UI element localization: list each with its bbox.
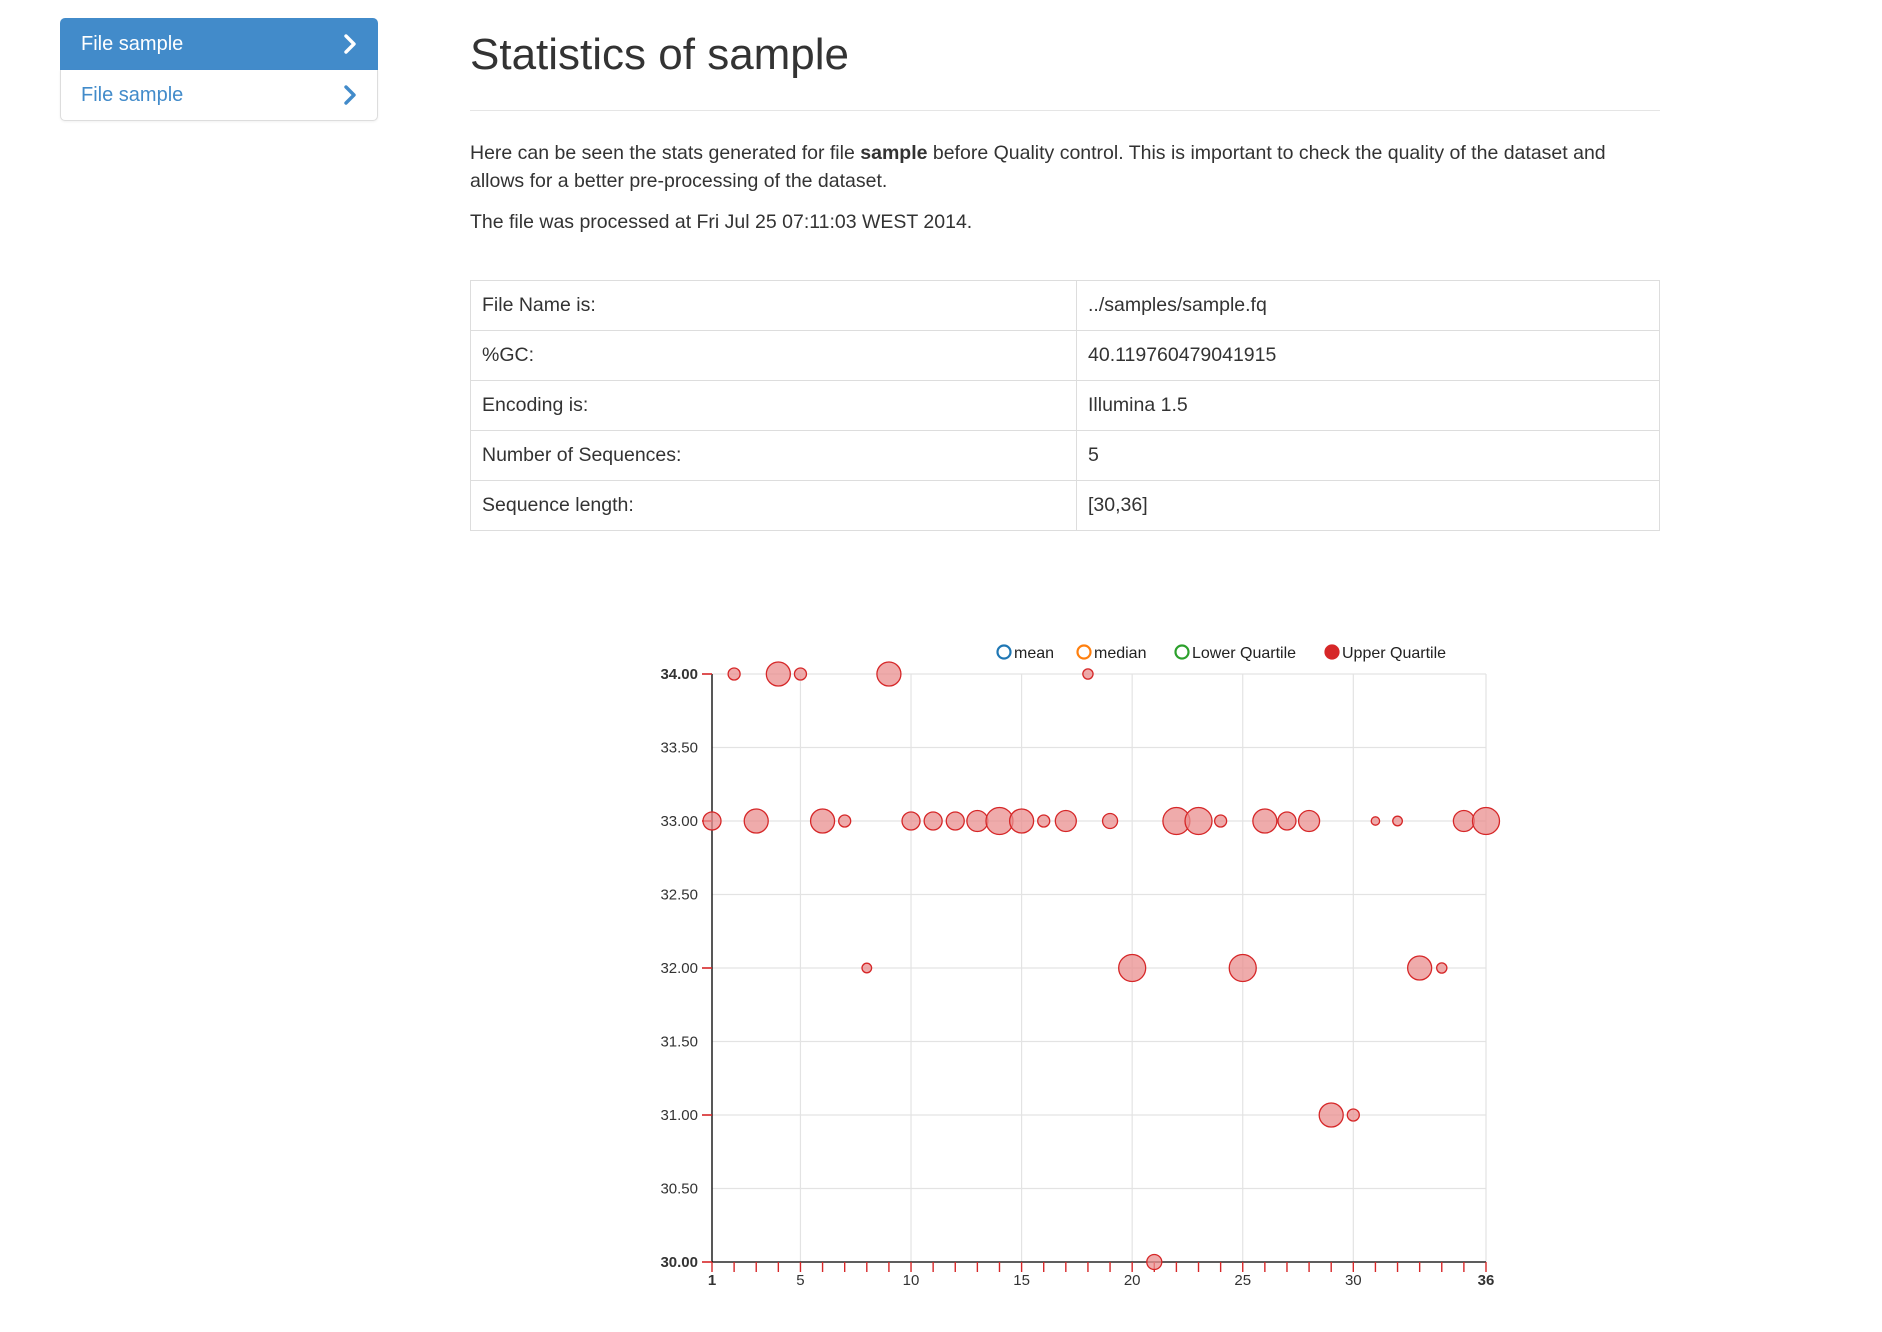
y-tick-label: 30.00 bbox=[660, 1254, 698, 1271]
data-point bbox=[793, 667, 808, 681]
y-tick-label: 32.50 bbox=[660, 887, 698, 904]
x-tick-label: 5 bbox=[796, 1272, 804, 1289]
x-tick-label: 20 bbox=[1124, 1272, 1141, 1289]
legend-label: Upper Quartile bbox=[1342, 645, 1446, 662]
data-point bbox=[1436, 962, 1448, 974]
data-point bbox=[765, 661, 791, 687]
y-tick-label: 32.00 bbox=[660, 960, 698, 977]
legend-label: mean bbox=[1014, 645, 1054, 662]
data-point bbox=[1297, 809, 1321, 833]
x-tick-label: 25 bbox=[1234, 1272, 1251, 1289]
y-tick-label: 31.00 bbox=[660, 1107, 698, 1124]
data-point bbox=[1037, 814, 1051, 828]
row-value: ../samples/sample.fq bbox=[1076, 280, 1660, 331]
sidebar-item-label: File sample bbox=[81, 32, 184, 55]
page-title: Statistics of sample bbox=[470, 30, 850, 79]
data-point bbox=[1184, 806, 1213, 836]
table-row: Encoding is: Illumina 1.5 bbox=[470, 380, 1660, 431]
row-label: Number of Sequences: bbox=[470, 430, 1077, 481]
chevron-right-icon bbox=[344, 85, 356, 105]
legend-marker bbox=[996, 644, 1012, 660]
intro-filename: sample bbox=[860, 142, 928, 164]
row-label: Sequence length: bbox=[470, 480, 1077, 531]
sidebar-item-file-sample[interactable]: File sample bbox=[60, 70, 378, 121]
table-row: Sequence length: [30,36] bbox=[470, 480, 1660, 531]
intro-text: Here can be seen the stats generated for… bbox=[470, 139, 1660, 195]
data-point bbox=[901, 811, 921, 831]
data-point bbox=[966, 809, 989, 833]
data-point bbox=[1392, 815, 1403, 827]
data-point bbox=[985, 806, 1014, 836]
processed-text: The file was processed at Fri Jul 25 07:… bbox=[470, 211, 973, 233]
y-tick-label: 31.50 bbox=[660, 1034, 698, 1051]
row-value: 40.119760479041915 bbox=[1076, 330, 1660, 381]
sidebar-item-file-sample-active[interactable]: File sample bbox=[60, 18, 378, 70]
sidebar: File sample File sample bbox=[60, 18, 378, 121]
data-point bbox=[1118, 953, 1147, 983]
data-point bbox=[1318, 1102, 1344, 1128]
data-point bbox=[923, 811, 943, 831]
y-tick-label: 33.00 bbox=[660, 813, 698, 830]
x-tick-label: 1 bbox=[708, 1272, 716, 1289]
page-header: Statistics of sample bbox=[470, 0, 1660, 111]
main-content: Statistics of sample Here can be seen th… bbox=[470, 0, 1660, 531]
intro-prefix: Here can be seen the stats generated for… bbox=[470, 142, 861, 164]
sidebar-item-label: File sample bbox=[81, 83, 184, 106]
legend-label: median bbox=[1094, 645, 1146, 662]
data-point bbox=[945, 811, 965, 831]
data-point bbox=[876, 661, 902, 687]
data-point bbox=[1407, 955, 1433, 981]
data-point bbox=[1101, 812, 1119, 830]
data-point bbox=[1213, 814, 1228, 828]
info-table: File Name is: ../samples/sample.fq %GC: … bbox=[470, 280, 1660, 531]
intro-suffix: before Quality control. This is importan… bbox=[470, 142, 1606, 192]
x-tick-label: 15 bbox=[1013, 1272, 1030, 1289]
legend-marker bbox=[1076, 644, 1092, 660]
data-point bbox=[743, 808, 769, 834]
data-point bbox=[1346, 1108, 1360, 1122]
y-tick-label: 30.50 bbox=[660, 1181, 698, 1198]
data-point bbox=[727, 667, 741, 681]
data-point bbox=[1452, 809, 1476, 833]
x-tick-label: 36 bbox=[1478, 1272, 1495, 1289]
row-label: Encoding is: bbox=[470, 380, 1077, 431]
data-point bbox=[1471, 806, 1501, 836]
y-tick-label: 33.50 bbox=[660, 740, 698, 757]
x-tick-label: 30 bbox=[1345, 1272, 1362, 1289]
data-point bbox=[1082, 668, 1094, 680]
data-point bbox=[1370, 816, 1381, 826]
y-tick-label: 34.00 bbox=[660, 666, 698, 683]
data-point bbox=[1277, 811, 1297, 831]
data-point bbox=[1054, 809, 1077, 833]
chevron-right-icon bbox=[344, 34, 356, 54]
legend-label: Lower Quartile bbox=[1192, 645, 1296, 662]
table-row: %GC: 40.119760479041915 bbox=[470, 330, 1660, 381]
row-value: [30,36] bbox=[1076, 480, 1660, 531]
x-tick-label: 10 bbox=[903, 1272, 920, 1289]
data-point bbox=[1252, 808, 1278, 834]
data-point bbox=[1228, 953, 1257, 983]
data-point bbox=[838, 814, 852, 828]
data-point bbox=[861, 962, 873, 974]
data-point bbox=[702, 811, 722, 831]
data-point bbox=[1146, 1253, 1163, 1271]
legend-marker bbox=[1324, 644, 1340, 660]
data-point bbox=[1008, 808, 1035, 834]
legend-marker bbox=[1174, 644, 1190, 660]
data-point bbox=[809, 808, 836, 834]
